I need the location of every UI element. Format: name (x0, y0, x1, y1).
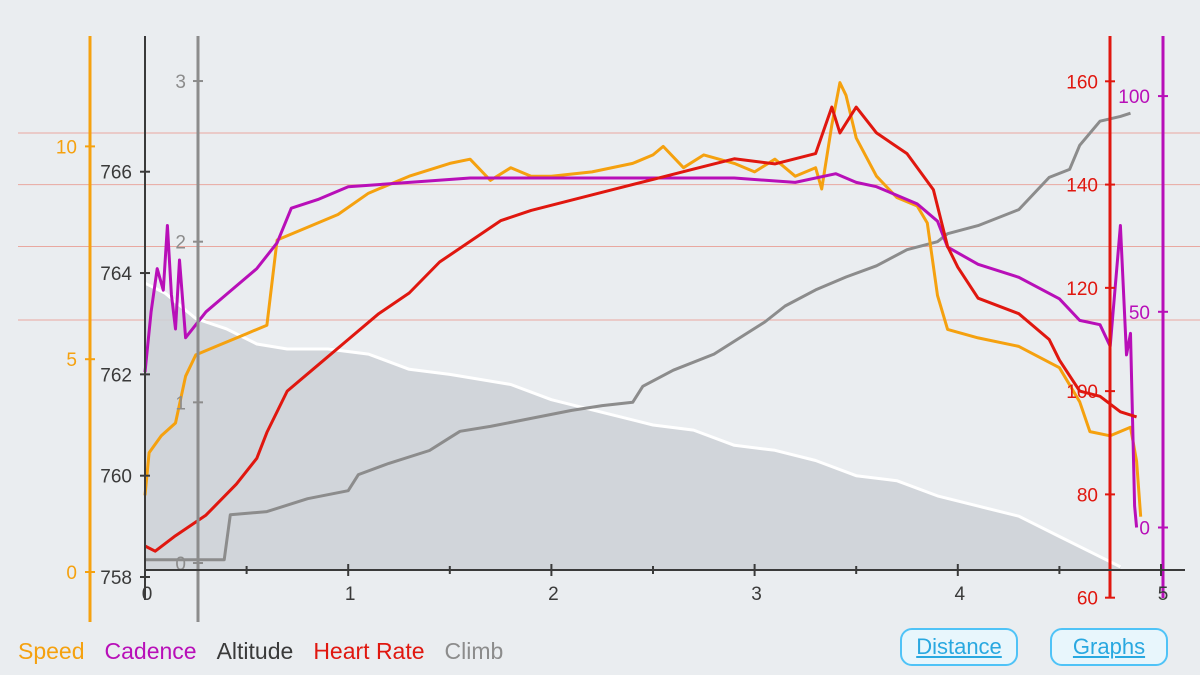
heart-rate-tick-label: 140 (1066, 176, 1098, 197)
climb-line (145, 111, 1131, 562)
x-tick-label: 2 (548, 584, 559, 605)
climb-tick-label: 2 (175, 233, 186, 254)
altitude-tick-label: 760 (100, 467, 132, 488)
distance-button[interactable]: Distance (900, 628, 1018, 666)
climb-tick-label: 3 (175, 72, 186, 93)
heart-rate-tick-label: 80 (1077, 485, 1098, 506)
speed-tick-label: 5 (66, 350, 77, 371)
legend-altitude: Altitude (216, 638, 294, 664)
altitude-tick-label: 764 (100, 264, 132, 285)
legend-speed: Speed (18, 638, 85, 664)
speed-tick-label: 10 (56, 137, 77, 158)
legend-cadence: Cadence (104, 638, 197, 664)
speed-line (143, 81, 1143, 517)
altitude-tick-label: 762 (100, 365, 132, 386)
legend-climb: Climb (444, 638, 504, 664)
cadence-line (143, 172, 1139, 528)
heart-rate-line (144, 105, 1138, 553)
climb-tick-label: 0 (175, 554, 186, 575)
x-tick-label: 1 (345, 584, 356, 605)
altitude-tick-label: 758 (100, 568, 132, 589)
chart-svg: 0510012375876076276476660801001201401600… (18, 36, 1200, 622)
altitude-tick-label: 766 (100, 163, 132, 184)
altitude-area (145, 283, 1121, 570)
x-tick-label: 4 (955, 584, 966, 605)
graphs-button[interactable]: Graphs (1050, 628, 1168, 666)
heart-rate-tick-label: 100 (1066, 382, 1098, 403)
legend-heart-rate: Heart Rate (313, 638, 425, 664)
climb-tick-label: 1 (175, 393, 186, 414)
heart-rate-tick-label: 120 (1066, 279, 1098, 300)
legend: Speed Cadence Altitude Heart Rate Climb (18, 638, 523, 665)
cadence-tick-label: 0 (1139, 518, 1150, 539)
x-tick-label: 3 (751, 584, 762, 605)
heart-rate-tick-label: 60 (1077, 589, 1098, 610)
cadence-tick-label: 100 (1118, 87, 1150, 108)
x-tick-label: 0 (142, 584, 153, 605)
altitude-line (144, 281, 1122, 569)
heart-rate-tick-label: 160 (1066, 72, 1098, 93)
cadence-tick-label: 50 (1129, 303, 1150, 324)
speed-tick-label: 0 (66, 563, 77, 584)
x-tick-label: 5 (1158, 584, 1169, 605)
